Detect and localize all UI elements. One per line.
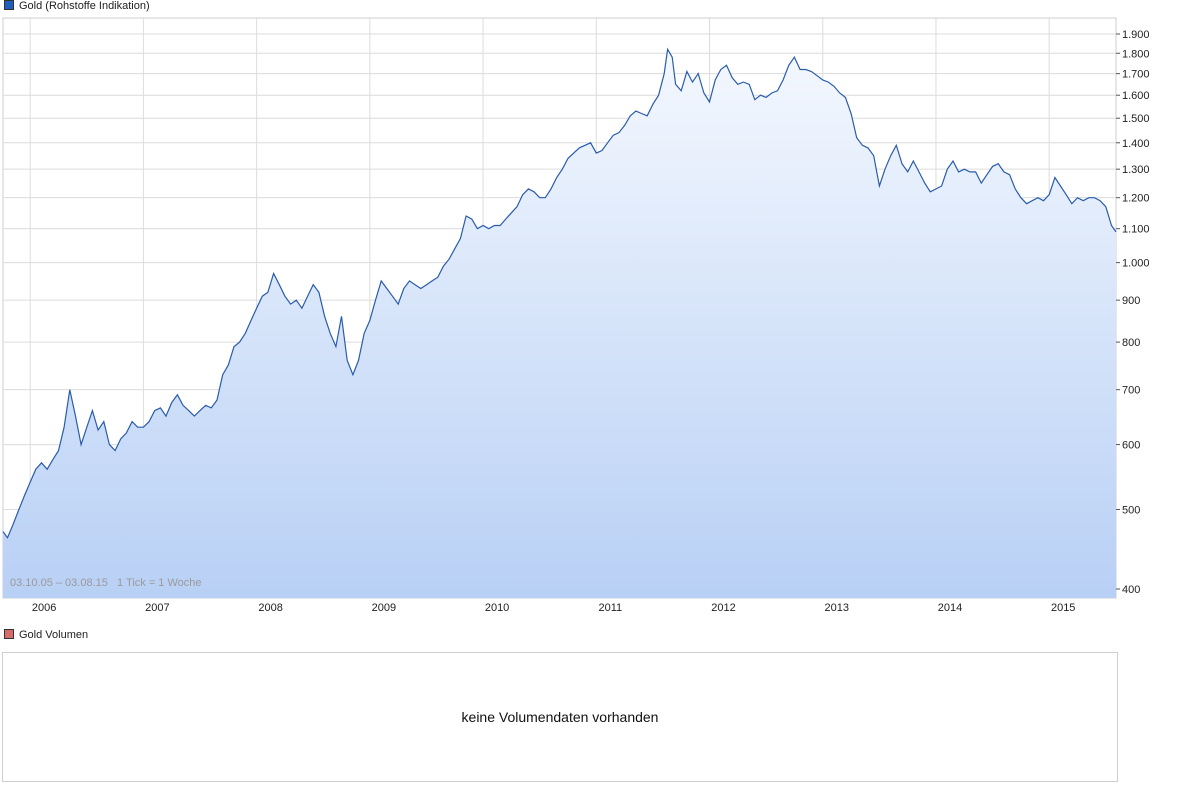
price-area: [3, 49, 1116, 599]
main-legend: Gold (Rohstoffe Indikation): [4, 0, 150, 12]
y-tick-label: 1.300: [1122, 164, 1150, 176]
y-tick-label: 1.600: [1122, 90, 1150, 102]
y-tick-label: 1.100: [1122, 224, 1150, 236]
x-tick-label: 2011: [598, 602, 622, 614]
x-tick-label: 2012: [711, 602, 735, 614]
main-legend-swatch: [4, 0, 14, 10]
main-legend-label: Gold (Rohstoffe Indikation): [19, 0, 150, 12]
volume-panel: keine Volumendaten vorhanden: [2, 652, 1118, 782]
volume-empty-message: keine Volumendaten vorhanden: [461, 709, 659, 725]
x-tick-label: 2013: [825, 602, 849, 614]
y-tick-label: 1.200: [1122, 193, 1150, 205]
x-tick-label: 2009: [372, 602, 396, 614]
volume-legend: Gold Volumen: [4, 629, 88, 641]
y-tick-label: 700: [1122, 385, 1140, 397]
x-tick-label: 2014: [938, 602, 962, 614]
price-chart: 400 500 600 700 800 900 1.000 1.100 1.200 1.300 1.…: [2, 17, 1150, 614]
x-tick-label: 2015: [1051, 602, 1075, 614]
x-tick-label: 2006: [32, 602, 56, 614]
x-tick-label: 2007: [145, 602, 169, 614]
y-axis: 400 500 600 700 800 900 1.000 1.100 1.200 1.300 1.…: [1116, 29, 1150, 596]
y-tick-label: 500: [1122, 505, 1140, 517]
y-tick-label: 1.400: [1122, 138, 1150, 150]
y-tick-label: 1.500: [1122, 113, 1150, 125]
y-tick-label: 1.700: [1122, 69, 1150, 81]
y-tick-label: 400: [1122, 584, 1140, 596]
volume-legend-swatch: [4, 629, 14, 639]
x-axis: 2006 2007 2008 2009 2010 2011 2012 2013 2014 2015: [32, 602, 1076, 614]
y-tick-label: 600: [1122, 440, 1140, 452]
y-tick-label: 900: [1122, 295, 1140, 307]
volume-legend-label: Gold Volumen: [19, 629, 89, 641]
y-tick-label: 1.900: [1122, 29, 1150, 41]
range-label: 03.10.05 – 03.08.15 1 Tick = 1 Woche: [10, 577, 202, 589]
price-line: [2, 47, 1117, 539]
x-tick-label: 2008: [258, 602, 282, 614]
y-tick-label: 1.800: [1122, 48, 1150, 60]
y-tick-label: 800: [1122, 337, 1140, 349]
y-tick-label: 1.000: [1122, 258, 1150, 270]
x-tick-label: 2010: [485, 602, 509, 614]
